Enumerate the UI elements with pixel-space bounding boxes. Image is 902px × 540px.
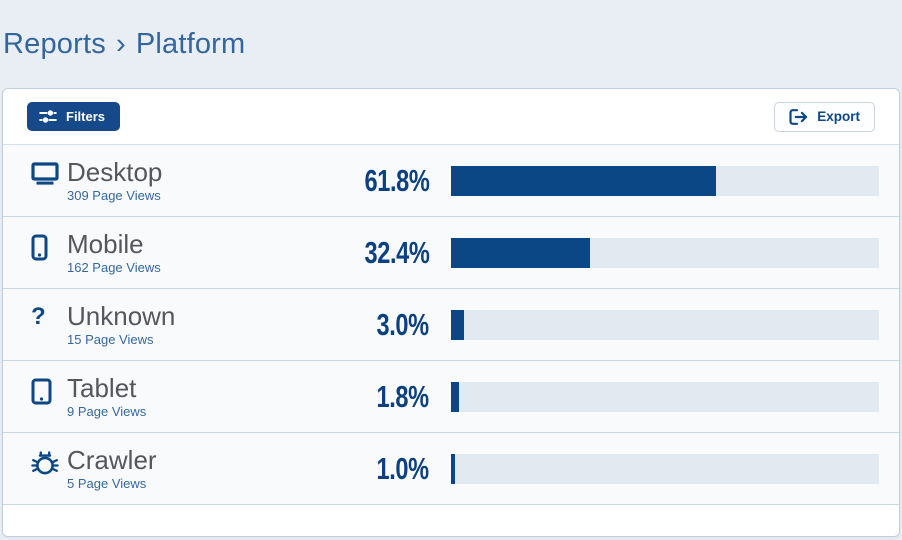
- bar-fill: [451, 165, 716, 196]
- filters-button[interactable]: Filters: [27, 102, 121, 131]
- percent-value: 32.4%: [364, 234, 429, 270]
- platform-label: Mobile: [67, 229, 144, 259]
- card-footer: [3, 505, 899, 536]
- page-header: Reports › Platform: [0, 0, 902, 88]
- export-button[interactable]: Export: [774, 101, 875, 132]
- page-views-label: 162 Page Views: [67, 260, 161, 275]
- bug-icon: [31, 445, 67, 477]
- bar-track: [451, 381, 879, 412]
- desktop-icon: [31, 157, 67, 186]
- report-card: Filters Export Desktop: [2, 88, 900, 537]
- bar-fill: [451, 453, 456, 484]
- platform-row-mobile: Mobile 162 Page Views 32.4%: [3, 217, 899, 289]
- bar-fill: [451, 309, 464, 340]
- platform-label: Desktop: [67, 157, 163, 187]
- bar-track: [451, 237, 879, 268]
- bar-fill: [451, 381, 459, 412]
- breadcrumb-current-platform: Platform: [135, 27, 246, 60]
- platform-row-desktop: Desktop 309 Page Views 61.8%: [3, 145, 899, 217]
- bar-fill: [451, 237, 590, 268]
- page-views-label: 5 Page Views: [67, 476, 147, 491]
- bar-track: [451, 453, 879, 484]
- page-views-label: 15 Page Views: [67, 332, 154, 347]
- platform-label: Crawler: [67, 445, 157, 475]
- export-button-label: Export: [817, 109, 860, 124]
- platform-label: Tablet: [67, 373, 137, 403]
- sliders-icon: [39, 109, 57, 124]
- platform-row-tablet: Tablet 9 Page Views 1.8%: [3, 361, 899, 433]
- platform-label: Unknown: [67, 301, 176, 331]
- filters-button-label: Filters: [66, 109, 106, 124]
- mobile-icon: [31, 229, 67, 261]
- page-views-label: 9 Page Views: [67, 404, 147, 419]
- question-mark-icon: ?: [31, 303, 46, 330]
- platform-row-unknown: ? Unknown 15 Page Views 3.0%: [3, 289, 899, 361]
- page-views-label: 309 Page Views: [67, 188, 161, 203]
- percent-value: 3.0%: [376, 306, 430, 342]
- bar-track: [451, 165, 879, 196]
- tablet-icon: [31, 373, 67, 405]
- bar-track: [451, 309, 879, 340]
- breadcrumb: Reports › Platform: [3, 28, 245, 61]
- percent-value: 61.8%: [364, 162, 429, 198]
- platform-row-crawler: Crawler 5 Page Views 1.0%: [3, 433, 899, 505]
- breadcrumb-section-reports[interactable]: Reports: [3, 27, 106, 60]
- percent-value: 1.0%: [376, 450, 430, 486]
- report-toolbar: Filters Export: [3, 89, 899, 145]
- export-icon: [789, 108, 808, 125]
- percent-value: 1.8%: [376, 378, 430, 414]
- breadcrumb-separator: ›: [115, 27, 126, 60]
